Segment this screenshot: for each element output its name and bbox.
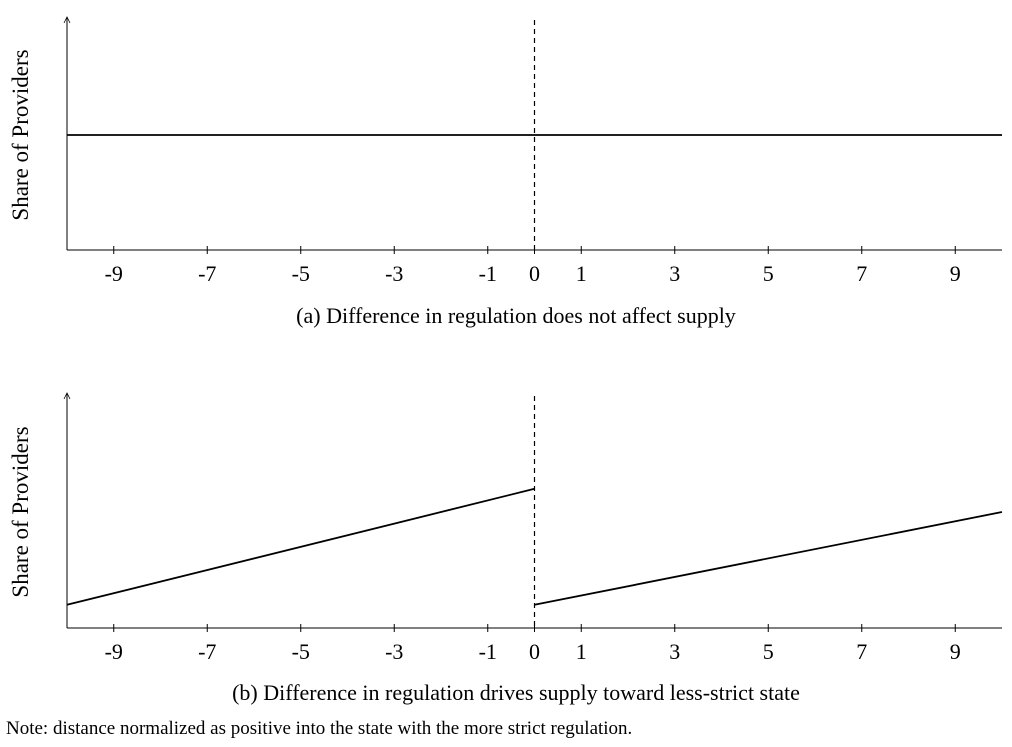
x-tick-label: 0 — [529, 261, 540, 286]
x-tick-label: -5 — [292, 639, 310, 664]
y-axis-label: Share of Providers — [8, 426, 33, 597]
series-line-segment-2 — [534, 511, 1003, 606]
panel-caption: (b) Difference in regulation drives supp… — [232, 680, 800, 705]
series-line-segment-1 — [66, 487, 535, 606]
x-tick-label: 0 — [529, 639, 540, 664]
x-tick-label: -3 — [385, 261, 403, 286]
x-tick-label: -9 — [105, 261, 123, 286]
x-tick-label: 3 — [669, 639, 680, 664]
x-tick-label: -1 — [479, 261, 497, 286]
x-tick-label: 5 — [763, 261, 774, 286]
x-tick-label: 7 — [856, 639, 867, 664]
y-axis-arrow — [63, 392, 71, 400]
x-tick-label: -3 — [385, 639, 403, 664]
x-tick-label: -7 — [198, 639, 216, 664]
x-tick-label: 3 — [669, 261, 680, 286]
x-tick-label: 9 — [950, 639, 961, 664]
figure-note: Note: distance normalized as positive in… — [6, 718, 633, 739]
x-tick-label: 7 — [856, 261, 867, 286]
y-axis-arrow — [63, 16, 71, 24]
panel-caption: (a) Difference in regulation does not af… — [296, 303, 736, 328]
x-tick-label: 5 — [763, 639, 774, 664]
x-tick-label: -7 — [198, 261, 216, 286]
x-tick-label: -1 — [479, 639, 497, 664]
x-tick-label: 1 — [576, 639, 587, 664]
x-tick-label: -9 — [105, 639, 123, 664]
x-tick-label: 9 — [950, 261, 961, 286]
x-tick-label: 1 — [576, 261, 587, 286]
x-tick-label: -5 — [292, 261, 310, 286]
y-axis-label: Share of Providers — [8, 49, 33, 220]
